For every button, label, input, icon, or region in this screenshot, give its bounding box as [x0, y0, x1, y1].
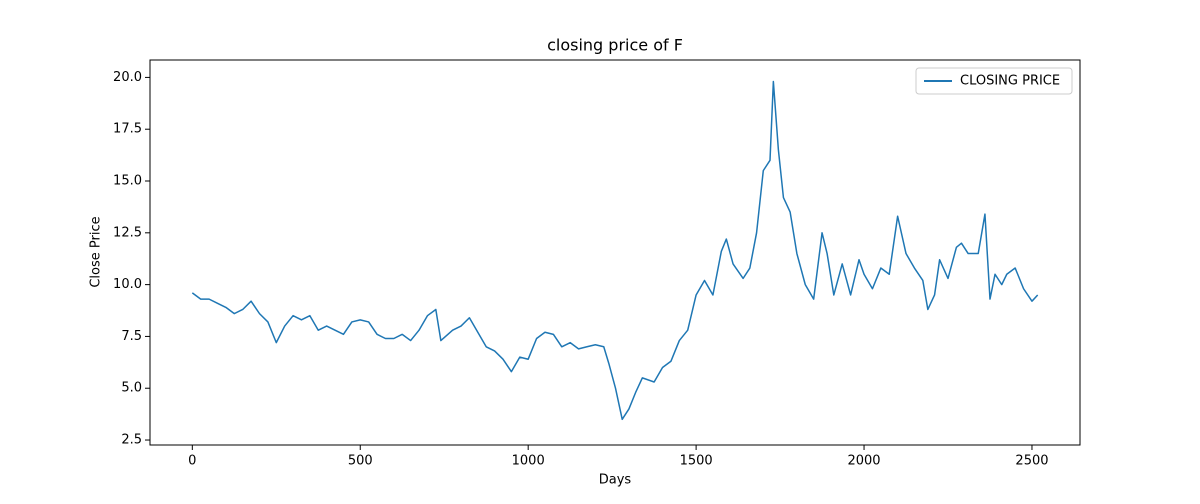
plot-frame: [149, 59, 1081, 446]
y-tick-label: 15.0: [113, 174, 142, 189]
x-tick-label: 1500: [680, 454, 713, 469]
y-tick-label: 20.0: [113, 70, 142, 85]
x-tick-label: 2000: [847, 454, 880, 469]
x-tick-label: 2500: [1015, 454, 1048, 469]
y-tick-label: 10.0: [113, 277, 142, 292]
legend-box: [915, 67, 1073, 95]
x-axis-label: Days: [599, 473, 632, 488]
y-tick-label: 2.5: [121, 433, 142, 448]
price-line: [191, 80, 1039, 421]
x-tick-label: 1000: [512, 454, 545, 469]
chart-title: closing price of F: [547, 36, 683, 55]
y-tick-label: 17.5: [113, 122, 142, 137]
x-tick-label: 500: [348, 454, 373, 469]
y-tick-label: 12.5: [113, 225, 142, 240]
x-tick-label: 0: [188, 454, 196, 469]
y-tick-label: 5.0: [121, 381, 142, 396]
y-axis-label: Close Price: [89, 216, 104, 287]
legend-label: CLOSING PRICE: [960, 74, 1060, 89]
y-tick-label: 7.5: [121, 329, 142, 344]
